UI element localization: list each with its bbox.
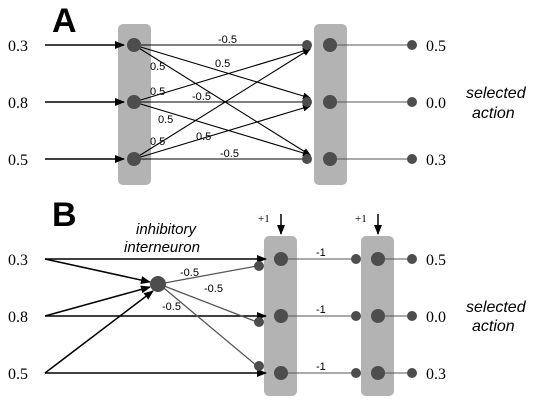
- connection-top-bot: [133, 44, 311, 156]
- weight-label: -0.5: [218, 34, 237, 46]
- weight-label: -1: [316, 247, 326, 259]
- cross-connections: [133, 44, 311, 160]
- nodes-a: [127, 38, 417, 166]
- synapse-node-1: [302, 40, 312, 50]
- output-terminal-1: [407, 254, 417, 264]
- input-value: 0.5: [8, 366, 28, 383]
- synapse-node-3: [302, 154, 312, 164]
- inputs-a: 0.3 0.8 0.5: [8, 38, 28, 169]
- input-value: 0.8: [8, 95, 28, 112]
- output-terminal-2: [407, 97, 417, 107]
- layer-2-node-1: [371, 252, 385, 266]
- output-value: 0.3: [426, 152, 446, 169]
- weight-label: 0.5: [215, 58, 230, 70]
- weights-a: -0.5 -0.5 -0.5 0.5 0.5 0.5 0.5 0.5 0.5: [150, 34, 239, 160]
- weight-label: -0.5: [220, 148, 239, 160]
- input-node-1: [127, 38, 141, 52]
- outputs-b: 0.5 0.0 0.3: [426, 252, 446, 383]
- svg-text:interneuron: interneuron: [124, 239, 200, 256]
- input-node-2: [127, 95, 141, 109]
- connection-top-mid: [133, 44, 311, 100]
- layer-1-node-3: [274, 366, 288, 380]
- panel-b: B +1 +1: [8, 196, 527, 396]
- input-value: 0.3: [8, 252, 28, 269]
- weight-label: -0.5: [180, 267, 199, 279]
- weight-label: 0.5: [150, 61, 165, 73]
- weight-label: -0.5: [204, 283, 223, 295]
- connection-mid-bot: [133, 101, 311, 157]
- inhibitory-synapse-3: [254, 361, 264, 371]
- bias-label: +1: [355, 213, 367, 225]
- weight-label: 0.5: [150, 136, 165, 148]
- output-value: 0.0: [426, 95, 446, 112]
- inhibitory-synapse-1: [254, 261, 264, 271]
- layer-1-node-2: [274, 309, 288, 323]
- inputs-b: 0.3 0.8 0.5: [8, 252, 28, 383]
- output-terminal-3: [407, 368, 417, 378]
- interneuron-input-3: [44, 290, 154, 374]
- svg-text:selected: selected: [466, 299, 527, 316]
- output-terminal-2: [407, 311, 417, 321]
- interneuron-input-2: [44, 285, 151, 317]
- side-label-b: selected action: [466, 299, 527, 335]
- synapse-node-3: [351, 368, 361, 378]
- synapse-node-2: [351, 311, 361, 321]
- interneuron-input-1: [44, 258, 151, 284]
- output-terminal-1: [407, 40, 417, 50]
- weight-label: -1: [316, 361, 326, 373]
- interneuron-label: inhibitory interneuron: [124, 221, 200, 256]
- weight-label: -0.5: [192, 91, 211, 103]
- svg-text:action: action: [472, 105, 515, 122]
- weight-label: 0.5: [196, 131, 211, 143]
- output-value: 0.3: [426, 366, 446, 383]
- connection-bot-top: [133, 48, 311, 160]
- weight-label: -1: [316, 304, 326, 316]
- output-value: 0.5: [426, 252, 446, 269]
- inhibitory-connections: [158, 265, 258, 367]
- layer-2-node-2: [371, 309, 385, 323]
- synapse-node-1: [351, 254, 361, 264]
- input-node-3: [127, 152, 141, 166]
- weight-label: -0.5: [162, 301, 181, 313]
- layer-1-node-1: [274, 252, 288, 266]
- output-terminal-3: [407, 154, 417, 164]
- weight-label: 0.5: [158, 114, 173, 126]
- panel-b-label: B: [52, 196, 77, 234]
- output-value: 0.0: [426, 309, 446, 326]
- input-value: 0.5: [8, 152, 28, 169]
- output-value: 0.5: [426, 38, 446, 55]
- interneuron-node: [150, 276, 166, 292]
- side-label-a: selected action: [466, 85, 527, 122]
- weight-label: 0.5: [150, 86, 165, 98]
- output-node-3: [323, 152, 337, 166]
- synapse-node-2: [302, 97, 312, 107]
- panel-a: A: [8, 2, 527, 185]
- layer-2-node-3: [371, 366, 385, 380]
- input-value: 0.8: [8, 309, 28, 326]
- output-node-2: [323, 95, 337, 109]
- svg-text:selected: selected: [466, 85, 527, 102]
- connection-bot-mid: [133, 104, 311, 160]
- output-lines: [330, 44, 410, 160]
- panel-a-label: A: [52, 2, 77, 40]
- connection-mid-top: [133, 47, 311, 103]
- svg-text:inhibitory: inhibitory: [136, 221, 198, 238]
- nodes-b: [150, 252, 417, 380]
- layer-weights: -1 -1 -1: [316, 247, 326, 373]
- input-value: 0.3: [8, 38, 28, 55]
- svg-text:action: action: [472, 318, 515, 335]
- bias-labels: +1 +1: [258, 213, 367, 225]
- output-node-1: [323, 38, 337, 52]
- inhibitory-weights: -0.5 -0.5 -0.5: [162, 267, 223, 313]
- outputs-a: 0.5 0.0 0.3: [426, 38, 446, 169]
- inhibitory-synapse-2: [254, 317, 264, 327]
- bias-label: +1: [258, 213, 270, 225]
